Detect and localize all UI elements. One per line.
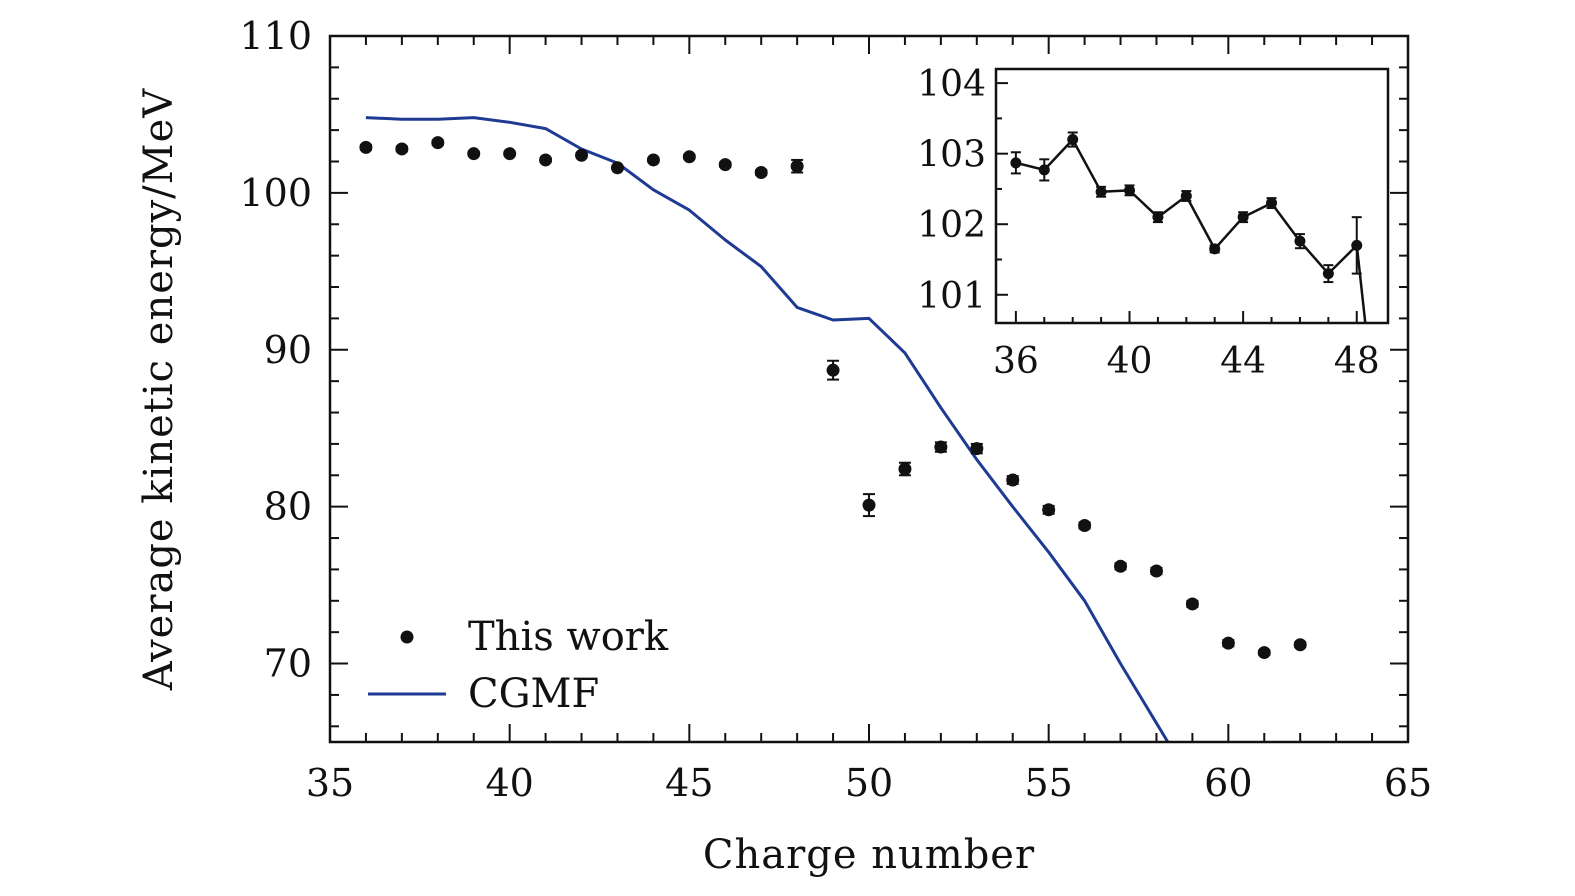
inset-background	[996, 69, 1388, 323]
data-point-this-work	[790, 159, 804, 173]
data-point-this-work	[395, 142, 409, 156]
inset-data-point	[1067, 134, 1079, 146]
data-point-this-work	[539, 153, 553, 167]
y-tick-label: 100	[239, 171, 312, 215]
x-axis-title: Charge number	[703, 832, 1035, 878]
inset-data-point	[1266, 197, 1278, 209]
data-point-this-work	[575, 148, 589, 162]
data-point-this-work	[1185, 597, 1199, 611]
x-tick-label: 65	[1384, 761, 1432, 805]
data-point-this-work	[898, 462, 912, 476]
x-tick-label: 40	[485, 761, 533, 805]
cgmf-line	[365, 116, 1170, 742]
inset-y-tick-label: 102	[917, 205, 986, 246]
inset-x-tick-label: 40	[1107, 341, 1153, 382]
data-point-this-work	[718, 158, 732, 172]
data-point-this-work	[934, 440, 948, 454]
inset-data-point	[1180, 190, 1192, 202]
y-tick-label: 80	[264, 485, 312, 529]
inset-data-point	[1322, 268, 1334, 280]
data-point-this-work	[862, 498, 876, 512]
y-axis-title: Average kinetic energy/MeV	[136, 88, 182, 691]
inset-y-tick-label: 101	[917, 276, 986, 317]
data-point-this-work	[610, 161, 624, 175]
main-plot: 35 40 45 50 55 60 65 70 80 90 100 110 Charge number A…	[136, 14, 1432, 878]
x-tick-label: 35	[306, 761, 354, 805]
plot-frame	[328, 34, 1410, 744]
data-point-this-work	[503, 147, 517, 161]
data-point-this-work	[1293, 638, 1307, 652]
data-point-this-work	[1257, 646, 1271, 660]
data-point-this-work	[359, 140, 373, 154]
y-tick-label: 110	[239, 14, 312, 58]
inset-data-point	[1038, 164, 1050, 176]
inset-line	[1015, 138, 1367, 323]
legend-label-cgmf: CGMF	[468, 671, 599, 717]
x-tick-label: 55	[1024, 761, 1072, 805]
y-tick-label: 90	[264, 328, 312, 372]
inset-y-tick-label: 104	[917, 64, 986, 105]
data-point-this-work	[1078, 518, 1092, 532]
data-point-this-work	[682, 150, 696, 164]
data-point-this-work	[431, 136, 445, 150]
inset-data-point	[1351, 239, 1363, 251]
data-point-this-work	[467, 147, 481, 161]
inset-data-point	[1010, 157, 1022, 169]
inset-data-point	[1124, 184, 1136, 196]
data-point-this-work	[1114, 559, 1128, 573]
data-point-this-work	[646, 153, 660, 167]
x-tick-label: 45	[665, 761, 713, 805]
data-point-this-work	[1006, 473, 1020, 487]
inset-x-tick-label: 44	[1220, 341, 1266, 382]
data-point-this-work	[826, 363, 840, 377]
y-tick-label: 70	[264, 642, 312, 686]
x-tick-label: 60	[1204, 761, 1252, 805]
inset-data-point	[1237, 211, 1249, 223]
inset-x-tick-label: 48	[1334, 341, 1380, 382]
inset-plot: 36 40 44 48 101 102 103 104	[917, 64, 1390, 382]
data-point-this-work	[1149, 564, 1163, 578]
x-tick-label: 50	[845, 761, 893, 805]
inset-x-tick-label: 36	[993, 341, 1039, 382]
data-point-this-work	[970, 442, 984, 456]
data-point-this-work	[1042, 503, 1056, 517]
data-point-this-work	[1221, 636, 1235, 650]
legend-label-this-work: This work	[468, 614, 669, 660]
legend-marker-this-work	[400, 630, 414, 644]
inset-frame	[994, 67, 1390, 325]
inset-data-point	[1095, 186, 1107, 198]
inset-data-point	[1209, 243, 1221, 255]
inset-data-point	[1152, 211, 1164, 223]
data-point-this-work	[754, 165, 768, 179]
inset-data-point	[1294, 235, 1306, 247]
inset-y-tick-label: 103	[917, 135, 986, 176]
